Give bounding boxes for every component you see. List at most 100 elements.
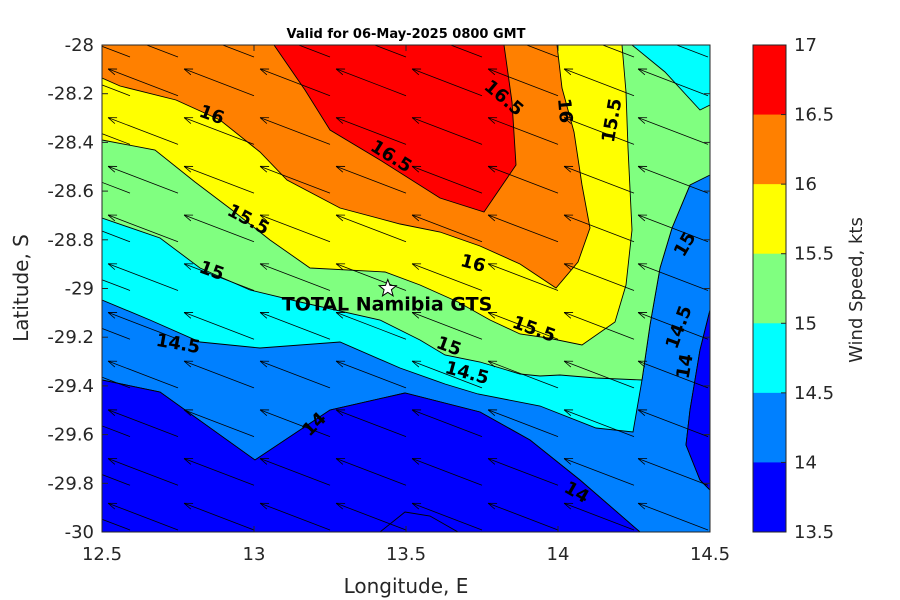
- wind-arrow: [259, 312, 331, 340]
- wind-arrow: [637, 409, 709, 437]
- wind-arrow: [637, 458, 709, 486]
- y-tick-label: -29.6: [47, 425, 94, 446]
- wind-arrow: [259, 214, 331, 243]
- wind-arrow: [637, 117, 709, 145]
- colorbar-tick-label: 15.5: [794, 244, 834, 265]
- wind-arrow: [107, 360, 179, 389]
- wind-arrow: [102, 279, 131, 291]
- wind-arrow: [563, 165, 635, 194]
- colorbar-tick-label: 14: [794, 452, 817, 473]
- wind-arrow: [411, 409, 483, 437]
- x-axis-label: Longitude, E: [344, 574, 469, 598]
- wind-arrow: [259, 68, 331, 97]
- wind-arrow: [259, 165, 331, 194]
- band-13-5-14-east: [685, 309, 710, 491]
- wind-arrow: [107, 68, 179, 97]
- wind-arrow: [487, 214, 559, 243]
- wind-arrow: [259, 502, 331, 531]
- wind-arrow: [637, 312, 709, 340]
- wind-arrow: [411, 502, 483, 531]
- wind-arrow: [487, 312, 559, 340]
- band-13-5-14-pocket: [379, 511, 459, 532]
- wind-arrow: [487, 165, 559, 194]
- wind-arrow: [411, 165, 483, 194]
- band-13-5-14-south: [102, 379, 641, 532]
- wind-arrow: [563, 502, 635, 531]
- y-tick-label: -28.8: [47, 230, 94, 251]
- wind-arrow: [411, 214, 483, 243]
- wind-arrow: [487, 502, 559, 531]
- wind-arrow: [411, 68, 483, 97]
- wind-arrow: [107, 312, 179, 340]
- wind-arrow: [183, 458, 255, 486]
- wind-arrow: [107, 117, 179, 145]
- wind-arrow: [487, 263, 559, 291]
- wind-arrow: [183, 165, 255, 194]
- wind-arrow: [335, 409, 407, 437]
- wind-arrow: [102, 181, 131, 194]
- wind-arrow: [102, 425, 131, 437]
- wind-arrow: [487, 117, 559, 145]
- wind-arrow: [183, 263, 255, 291]
- wind-arrow: [259, 458, 331, 486]
- wind-arrow: [102, 45, 131, 58]
- wind-arrow: [487, 409, 559, 437]
- colorbar-tick-label: 16: [794, 174, 817, 195]
- wind-arrow: [335, 165, 407, 194]
- y-tick-label: -29.8: [47, 473, 94, 494]
- wind-arrow: [102, 518, 131, 531]
- wind-arrow: [601, 45, 635, 58]
- wind-arrow: [102, 133, 131, 145]
- wind-arrow: [221, 45, 255, 58]
- wind-arrow: [107, 409, 179, 437]
- wind-arrow: [563, 68, 635, 97]
- colorbar-tick-label: 14.5: [794, 383, 834, 404]
- wind-arrow: [183, 409, 255, 437]
- wind-arrow: [637, 214, 709, 243]
- wind-arrow: [335, 502, 407, 531]
- y-tick-label: -30: [65, 522, 94, 543]
- colorbar-segment: [753, 184, 786, 255]
- wind-arrow: [259, 409, 331, 437]
- wind-arrow: [563, 117, 635, 145]
- colorbar-tick-label: 17: [794, 35, 817, 56]
- wind-arrow: [335, 312, 407, 340]
- contour-fill: [102, 45, 710, 532]
- wind-arrow: [487, 68, 559, 97]
- y-tick-label: -28.4: [47, 132, 94, 153]
- y-tick-label: -29.4: [47, 376, 94, 397]
- wind-arrow: [637, 502, 709, 531]
- wind-arrow: [487, 360, 559, 389]
- wind-arrow: [637, 68, 709, 97]
- wind-arrow: [335, 360, 407, 389]
- wind-arrow: [107, 263, 179, 291]
- wind-arrow: [107, 458, 179, 486]
- wind-arrow: [183, 117, 255, 145]
- colorbar-segment: [753, 253, 786, 324]
- wind-arrow: [107, 214, 179, 243]
- wind-arrow: [675, 45, 709, 58]
- wind-arrow: [335, 214, 407, 243]
- wind-arrow: [102, 474, 131, 486]
- colorbar-segment: [753, 392, 786, 463]
- wind-arrow: [411, 263, 483, 291]
- wind-arrow: [259, 360, 331, 389]
- wind-arrow: [102, 328, 131, 340]
- wind-arrow: [563, 214, 635, 243]
- y-axis-label: Latitude, S: [9, 234, 33, 342]
- x-tick-label: 13.5: [386, 544, 426, 565]
- wind-arrow: [563, 409, 635, 437]
- colorbar-frame: [752, 44, 787, 533]
- colorbar-segment: [753, 114, 786, 185]
- wind-arrow: [563, 360, 635, 389]
- wind-arrow: [145, 45, 179, 58]
- wind-arrow: [183, 360, 255, 389]
- y-tick-label: -29.2: [47, 327, 94, 348]
- wind-arrow: [449, 45, 483, 58]
- wind-arrow: [487, 458, 559, 486]
- colorbar-segment: [753, 323, 786, 394]
- colorbar-segment: [753, 462, 786, 533]
- y-tick-label: -29: [65, 279, 94, 300]
- y-axis: -28 -28.2 -28.4 -28.6 -28.8 -29 -29.2 -29.4 -29.…: [47, 35, 710, 543]
- y-tick-label: -28.2: [47, 84, 94, 105]
